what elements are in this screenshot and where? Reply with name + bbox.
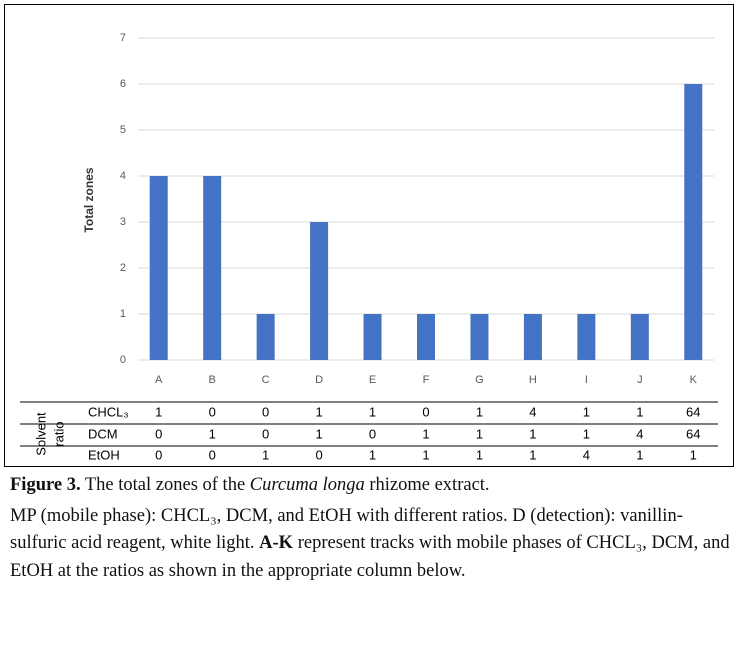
- x-tick-label: A: [155, 374, 163, 386]
- table-cell: 0: [155, 426, 162, 441]
- table-cell: 1: [262, 447, 269, 462]
- y-tick-label: 2: [120, 262, 126, 274]
- y-tick-label: 6: [120, 78, 126, 90]
- table-cell: 1: [155, 404, 162, 419]
- table-cell: 1: [529, 426, 536, 441]
- table-cell: 1: [422, 426, 429, 441]
- y-tick-label: 0: [120, 354, 126, 366]
- detection-note: D (detection): vanillin-sulfuric acid re…: [10, 505, 683, 554]
- table-cell: 1: [369, 447, 376, 462]
- table-cell: 4: [583, 447, 590, 462]
- caption: Figure 3. The total zones of the Curcuma…: [10, 472, 730, 588]
- table-cell: 0: [262, 404, 269, 419]
- row-header: Solvent: [33, 412, 48, 456]
- tracks-label: A-K: [259, 533, 294, 553]
- bar: [523, 314, 542, 360]
- bar: [310, 222, 329, 360]
- table-cell: 64: [686, 404, 700, 419]
- bar: [630, 314, 649, 360]
- table-cell: 1: [636, 404, 643, 419]
- x-tick-label: G: [475, 374, 484, 386]
- bar: [149, 176, 168, 360]
- table-cell: 1: [583, 426, 590, 441]
- bar: [470, 314, 489, 360]
- y-tick-label: 3: [120, 216, 126, 228]
- table-cell: 64: [686, 426, 700, 441]
- chart: Total zones 0 1 2 3 4 5 6 7 A B C D E F G H I J K Solvent ra…: [4, 4, 734, 467]
- x-tick-label: I: [585, 374, 588, 386]
- x-tick-label: E: [369, 374, 376, 386]
- table-cell: 1: [636, 447, 643, 462]
- table-cell: 1: [476, 404, 483, 419]
- caption-text: rhizome extract.: [369, 475, 490, 495]
- bar: [203, 176, 222, 360]
- y-tick-label: 1: [120, 308, 126, 320]
- caption-title: Figure 3. The total zones of the Curcuma…: [10, 472, 730, 500]
- mp-note: MP (mobile phase): CHCL₃, DCM, and EtOH …: [10, 505, 508, 526]
- x-tick-label: B: [209, 374, 216, 386]
- table-cell: 0: [209, 404, 216, 419]
- table-cell: 4: [636, 426, 643, 441]
- y-tick-label: 5: [120, 124, 126, 136]
- caption-text: The total zones of the: [84, 475, 246, 495]
- x-tick-label: H: [529, 374, 537, 386]
- table-cell: 1: [369, 404, 376, 419]
- x-tick-label: F: [423, 374, 430, 386]
- y-tick-label: 7: [120, 32, 126, 44]
- caption-note: MP (mobile phase): CHCL₃, DCM, and EtOH …: [10, 503, 730, 586]
- bar: [256, 314, 275, 360]
- table-cell: 1: [690, 447, 697, 462]
- x-tick-label: J: [637, 374, 643, 386]
- x-tick-label: K: [690, 374, 698, 386]
- table-cell: 0: [209, 447, 216, 462]
- y-axis-label: Total zones: [82, 167, 96, 232]
- frame: [4, 4, 734, 467]
- row-name: EtOH: [88, 447, 120, 462]
- x-tick-label: C: [262, 374, 270, 386]
- table-cell: 1: [315, 404, 322, 419]
- table-cell: 4: [529, 404, 536, 419]
- bar: [684, 84, 703, 360]
- table-cell: 0: [262, 426, 269, 441]
- table-cell: 1: [476, 447, 483, 462]
- caption-label: Figure 3.: [10, 475, 81, 495]
- row-name: CHCL₃: [88, 404, 129, 419]
- bar: [363, 314, 382, 360]
- table-cell: 0: [369, 426, 376, 441]
- table-cell: 1: [529, 447, 536, 462]
- y-tick-label: 4: [120, 170, 126, 182]
- row-name: DCM: [88, 426, 118, 441]
- table-cell: 1: [209, 426, 216, 441]
- table-cell: 1: [476, 426, 483, 441]
- tracks-note: represent tracks with mobile phases of C…: [10, 533, 730, 581]
- table-cell: 0: [315, 447, 322, 462]
- table-cell: 1: [422, 447, 429, 462]
- bar: [577, 314, 596, 360]
- caption-species: Curcuma longa: [249, 475, 365, 495]
- table-cell: 1: [315, 426, 322, 441]
- table-cell: 0: [422, 404, 429, 419]
- row-header: ratio: [51, 421, 66, 446]
- bar: [417, 314, 435, 360]
- x-tick-label: D: [315, 374, 323, 386]
- table-cell: 1: [583, 404, 590, 419]
- table-cell: 0: [155, 447, 162, 462]
